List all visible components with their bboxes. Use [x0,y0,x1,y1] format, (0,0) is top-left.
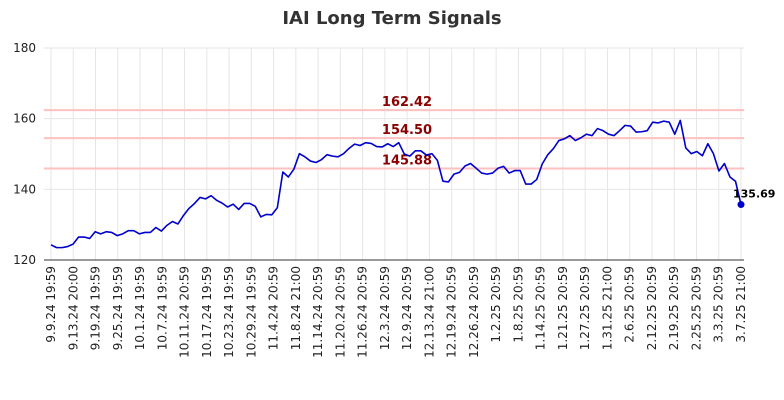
x-tick-label: 2.6.25 20:59 [623,266,637,343]
x-tick-label: 1.8.25 20:59 [511,266,525,343]
grid [44,47,744,261]
x-tick-label: 9.13.24 20:00 [66,266,80,350]
x-tick-label: 1.2.25 20:59 [489,266,503,343]
x-tick-label: 2.19.25 20:59 [667,266,681,350]
price-series: 135.69 [50,119,775,249]
x-tick-label: 12.26.24 20:59 [467,266,481,358]
signal-level-label: 145.88 [382,154,432,169]
x-tick-label: 2.12.25 20:59 [645,266,659,350]
x-tick-label: 9.9.24 19:59 [44,266,58,343]
x-tick-label: 3.7.25 21:00 [734,266,748,343]
axes: 120 140 160 180 9.9.24 19:59 9.13.24 20:00 9.1… [13,41,748,358]
x-tick-label: 1.21.25 20:59 [556,266,570,350]
x-tick-label: 10.29.24 19:59 [244,266,258,358]
last-point-marker [737,201,745,209]
chart-title: IAI Long Term Signals [282,8,502,29]
x-tick-label: 11.20.24 20:59 [333,266,347,358]
x-tick-label: 9.25.24 19:59 [111,266,125,350]
x-tick-label: 3.3.25 20:59 [712,266,726,343]
x-tick-label: 11.8.24 21:00 [289,266,303,350]
x-tick-label: 12.13.24 21:00 [422,266,436,358]
x-tick-label: 1.14.25 20:59 [534,266,548,350]
signal-level-label: 162.42 [382,95,432,110]
x-tick-label: 11.14.24 20:59 [311,266,325,358]
x-tick-label: 10.11.24 20:59 [178,266,192,358]
x-tick-label: 1.31.25 21:00 [600,266,614,350]
x-tick-label: 10.17.24 19:59 [200,266,214,358]
x-tick-label: 1.27.25 20:59 [578,266,592,350]
y-tick-label: 180 [13,41,36,55]
x-tick-label: 11.4.24 20:59 [267,266,281,350]
signal-levels: 162.42 154.50 145.88 [44,95,744,170]
y-tick-label: 160 [13,112,36,126]
y-tick-label: 120 [13,253,36,267]
x-tick-label: 12.3.24 20:59 [378,266,392,350]
x-tick-label: 11.26.24 20:59 [356,266,370,358]
x-tick-label: 12.9.24 20:59 [400,266,414,350]
price-line [50,119,742,249]
x-tick-label: 10.1.24 19:59 [133,266,147,350]
x-tick-label: 12.19.24 20:59 [445,266,459,358]
x-tick-label: 2.25.25 20:59 [689,266,703,350]
x-tick-label: 10.23.24 19:59 [222,266,236,358]
y-tick-label: 140 [13,182,36,196]
last-value-label: 135.69 [733,188,775,201]
x-tick-label: 9.19.24 19:59 [89,266,103,350]
x-tick-label: 10.7.24 19:59 [155,266,169,350]
signal-level-label: 154.50 [382,123,432,138]
